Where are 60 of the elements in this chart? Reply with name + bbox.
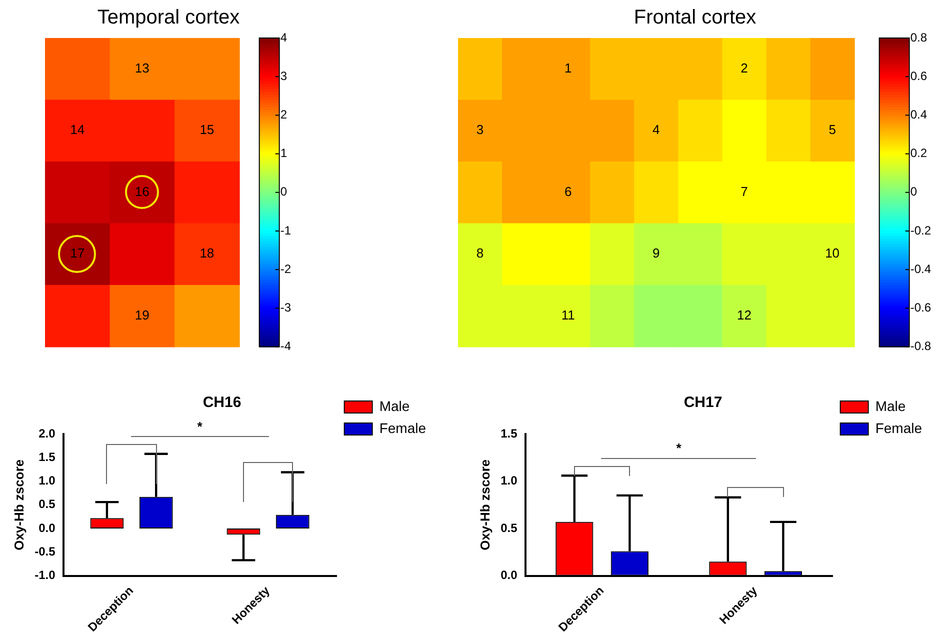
y-tick-label: 0.0 <box>38 520 56 535</box>
y-axis-title: Oxy-Hb zscore <box>477 459 492 550</box>
annotation: 7 <box>740 184 748 199</box>
legend-label: Male <box>379 398 410 414</box>
annotation: 18 <box>200 246 214 261</box>
chart-title: CH17 <box>684 394 722 412</box>
annotation: 16 <box>134 184 150 199</box>
annotation: 13 <box>134 60 150 76</box>
annotation: 9 <box>652 246 660 261</box>
legend-label: Male <box>875 398 906 414</box>
annotation: 4 <box>652 122 660 138</box>
color-bar-label: 0.6 <box>910 68 928 83</box>
color-bar-label: -0.8 <box>910 339 932 354</box>
color-bar-label: 3 <box>280 68 288 83</box>
y-tick-label: 0.5 <box>500 520 518 535</box>
color-bar-label: 0.4 <box>910 108 928 122</box>
y-tick-label: 1.0 <box>38 474 56 488</box>
color-bar-label: 2 <box>280 108 288 122</box>
y-axis-title: Oxy-Hb zscore <box>11 459 26 550</box>
y-tick-label: 1.5 <box>500 426 518 440</box>
y-tick-label: 1.5 <box>38 450 56 464</box>
color-bar-label: -3 <box>280 300 292 315</box>
color-bar-label: 0 <box>910 184 918 199</box>
annotation: 6 <box>564 184 572 199</box>
annotation: 11 <box>561 308 575 322</box>
annotation: 17 <box>70 246 85 261</box>
color-bar-label: -0.4 <box>910 262 932 276</box>
legend-label: Female <box>875 420 922 436</box>
annotation: 10 <box>825 246 840 261</box>
legend-label: Female <box>379 420 426 436</box>
chart-title: Temporal cortex <box>97 6 240 29</box>
color-bar-label: 4 <box>280 30 288 44</box>
color-bar-label: -0.6 <box>910 300 932 315</box>
annotation: 3 <box>476 122 484 138</box>
annotation: 1 <box>564 60 572 76</box>
annotation: 15 <box>200 122 214 138</box>
annotation: 8 <box>476 246 484 261</box>
color-bar-label: 0.2 <box>910 146 928 160</box>
annotation: * <box>676 440 682 456</box>
y-tick-label: 0.0 <box>500 568 518 582</box>
color-bar-label: -2 <box>280 262 292 276</box>
color-bar-label: 0 <box>280 184 288 199</box>
chart-title: Frontal cortex <box>634 6 756 29</box>
color-bar-label: -0.2 <box>910 223 932 238</box>
annotation: 12 <box>737 308 752 322</box>
color-bar-label: 0.8 <box>910 30 928 44</box>
color-bar-label: 1 <box>280 146 288 160</box>
annotation: 14 <box>70 122 85 138</box>
annotation: 19 <box>134 308 150 322</box>
y-tick-label: 2.0 <box>38 426 56 440</box>
y-tick-label: 0.5 <box>38 497 56 512</box>
y-tick-label: 1.0 <box>500 474 518 488</box>
color-bar-label: -1 <box>280 223 292 238</box>
y-tick-label: -0.5 <box>34 544 56 558</box>
chart-title: CH16 <box>202 394 242 412</box>
annotation: 5 <box>828 122 836 138</box>
color-bar-label: -4 <box>280 339 292 354</box>
annotation: 2 <box>740 60 748 76</box>
y-tick-label: -1.0 <box>34 568 56 582</box>
annotation: * <box>197 418 204 434</box>
